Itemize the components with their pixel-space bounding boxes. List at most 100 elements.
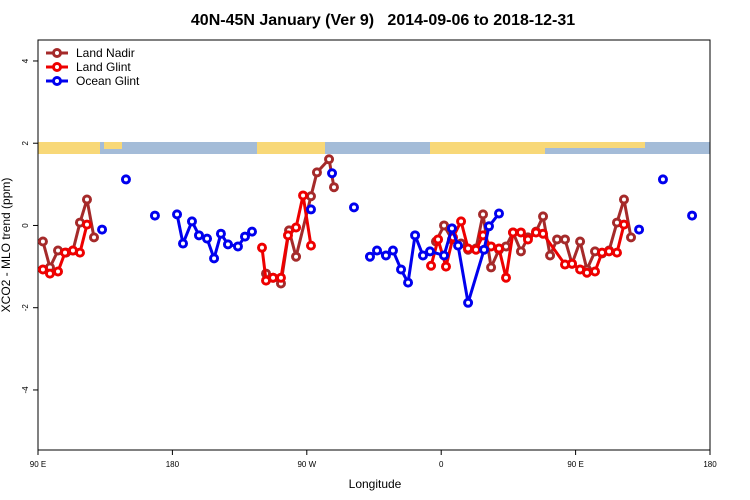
data-point	[508, 227, 519, 238]
data-point	[215, 228, 226, 239]
data-point	[611, 247, 622, 258]
x-tick-label: 180	[166, 460, 180, 469]
data-point	[493, 208, 504, 219]
legend-label: Ocean Glint	[76, 74, 140, 88]
data-point	[545, 250, 556, 261]
data-point	[439, 250, 450, 261]
data-point	[209, 253, 220, 264]
data-point	[305, 240, 316, 251]
data-point	[37, 236, 48, 247]
data-point	[81, 219, 92, 230]
data-point	[575, 236, 586, 247]
data-point	[618, 219, 629, 230]
data-point	[426, 260, 437, 271]
y-tick-label: -2	[21, 304, 30, 312]
data-point	[291, 222, 302, 233]
data-point	[425, 246, 435, 257]
land-strip	[545, 142, 645, 148]
legend-marker	[52, 62, 62, 72]
data-point	[463, 297, 474, 308]
data-point	[581, 267, 592, 278]
data-point	[193, 230, 204, 241]
data-point	[172, 209, 183, 220]
plot-frame	[37, 39, 711, 451]
data-point	[232, 241, 243, 252]
land-strip	[104, 142, 122, 149]
data-point	[478, 209, 489, 220]
legend-marker	[52, 76, 62, 86]
data-point	[37, 264, 48, 275]
land-strip	[430, 142, 545, 154]
data-point	[552, 234, 563, 245]
data-point	[53, 266, 64, 277]
data-point	[453, 240, 464, 251]
data-point	[186, 216, 197, 227]
data-point	[305, 204, 316, 215]
data-point	[439, 220, 450, 231]
data-point	[380, 250, 391, 261]
data-point	[178, 238, 189, 249]
data-point	[515, 227, 526, 238]
y-tick-label: 2	[21, 140, 30, 145]
x-tick-label: 90 W	[297, 460, 316, 469]
legend-label: Land Glint	[76, 60, 131, 74]
data-point	[291, 251, 302, 262]
data-point	[311, 167, 322, 178]
land-strip	[257, 142, 325, 154]
data-point	[470, 244, 481, 255]
data-point	[222, 239, 233, 250]
data-point	[456, 216, 467, 227]
data-point	[479, 244, 490, 255]
x-tick-label: 90 E	[30, 460, 46, 469]
data-point	[327, 168, 338, 179]
data-point	[522, 234, 533, 245]
legend-marker	[52, 48, 62, 58]
land-mask-strip	[38, 142, 710, 154]
data-point	[305, 191, 316, 202]
data-point	[202, 233, 213, 244]
data-point	[410, 230, 421, 241]
y-tick-label: 4	[21, 58, 30, 63]
data-point	[97, 224, 108, 235]
data-point	[626, 232, 637, 243]
data-point	[74, 247, 85, 258]
legend-label: Land Nadir	[76, 46, 135, 60]
data-point	[239, 231, 250, 242]
data-point	[657, 174, 668, 185]
x-tick-label: 90 E	[567, 460, 583, 469]
data-point	[538, 211, 549, 222]
data-point	[298, 190, 309, 201]
data-point	[515, 246, 526, 257]
data-point	[417, 250, 428, 261]
data-point	[567, 258, 578, 269]
data-point	[149, 210, 160, 221]
data-point	[324, 154, 335, 165]
data-point	[501, 272, 512, 283]
data-point	[604, 246, 615, 257]
data-point	[275, 272, 286, 283]
data-point	[483, 221, 494, 232]
data-point	[328, 182, 339, 193]
data-point	[387, 245, 398, 256]
data-point	[486, 262, 497, 273]
data-point	[590, 266, 601, 277]
x-tick-label: 180	[703, 460, 717, 469]
chart-title: 40N-45N January (Ver 9) 2014-09-06 to 20…	[191, 12, 575, 29]
data-point	[89, 232, 99, 243]
data-point	[440, 261, 451, 272]
x-tick-label: 0	[439, 460, 444, 469]
data-point	[538, 228, 549, 239]
data-point	[44, 268, 55, 279]
data-point	[396, 264, 407, 275]
data-point	[446, 223, 457, 234]
data-point	[60, 247, 71, 258]
data-point	[618, 194, 629, 205]
data-point	[81, 194, 92, 205]
data-point	[364, 251, 375, 262]
x-axis-title: Longitude	[349, 477, 402, 491]
data-point	[433, 234, 444, 245]
data-point	[634, 224, 645, 235]
data-point	[257, 242, 267, 253]
data-point	[371, 245, 382, 256]
